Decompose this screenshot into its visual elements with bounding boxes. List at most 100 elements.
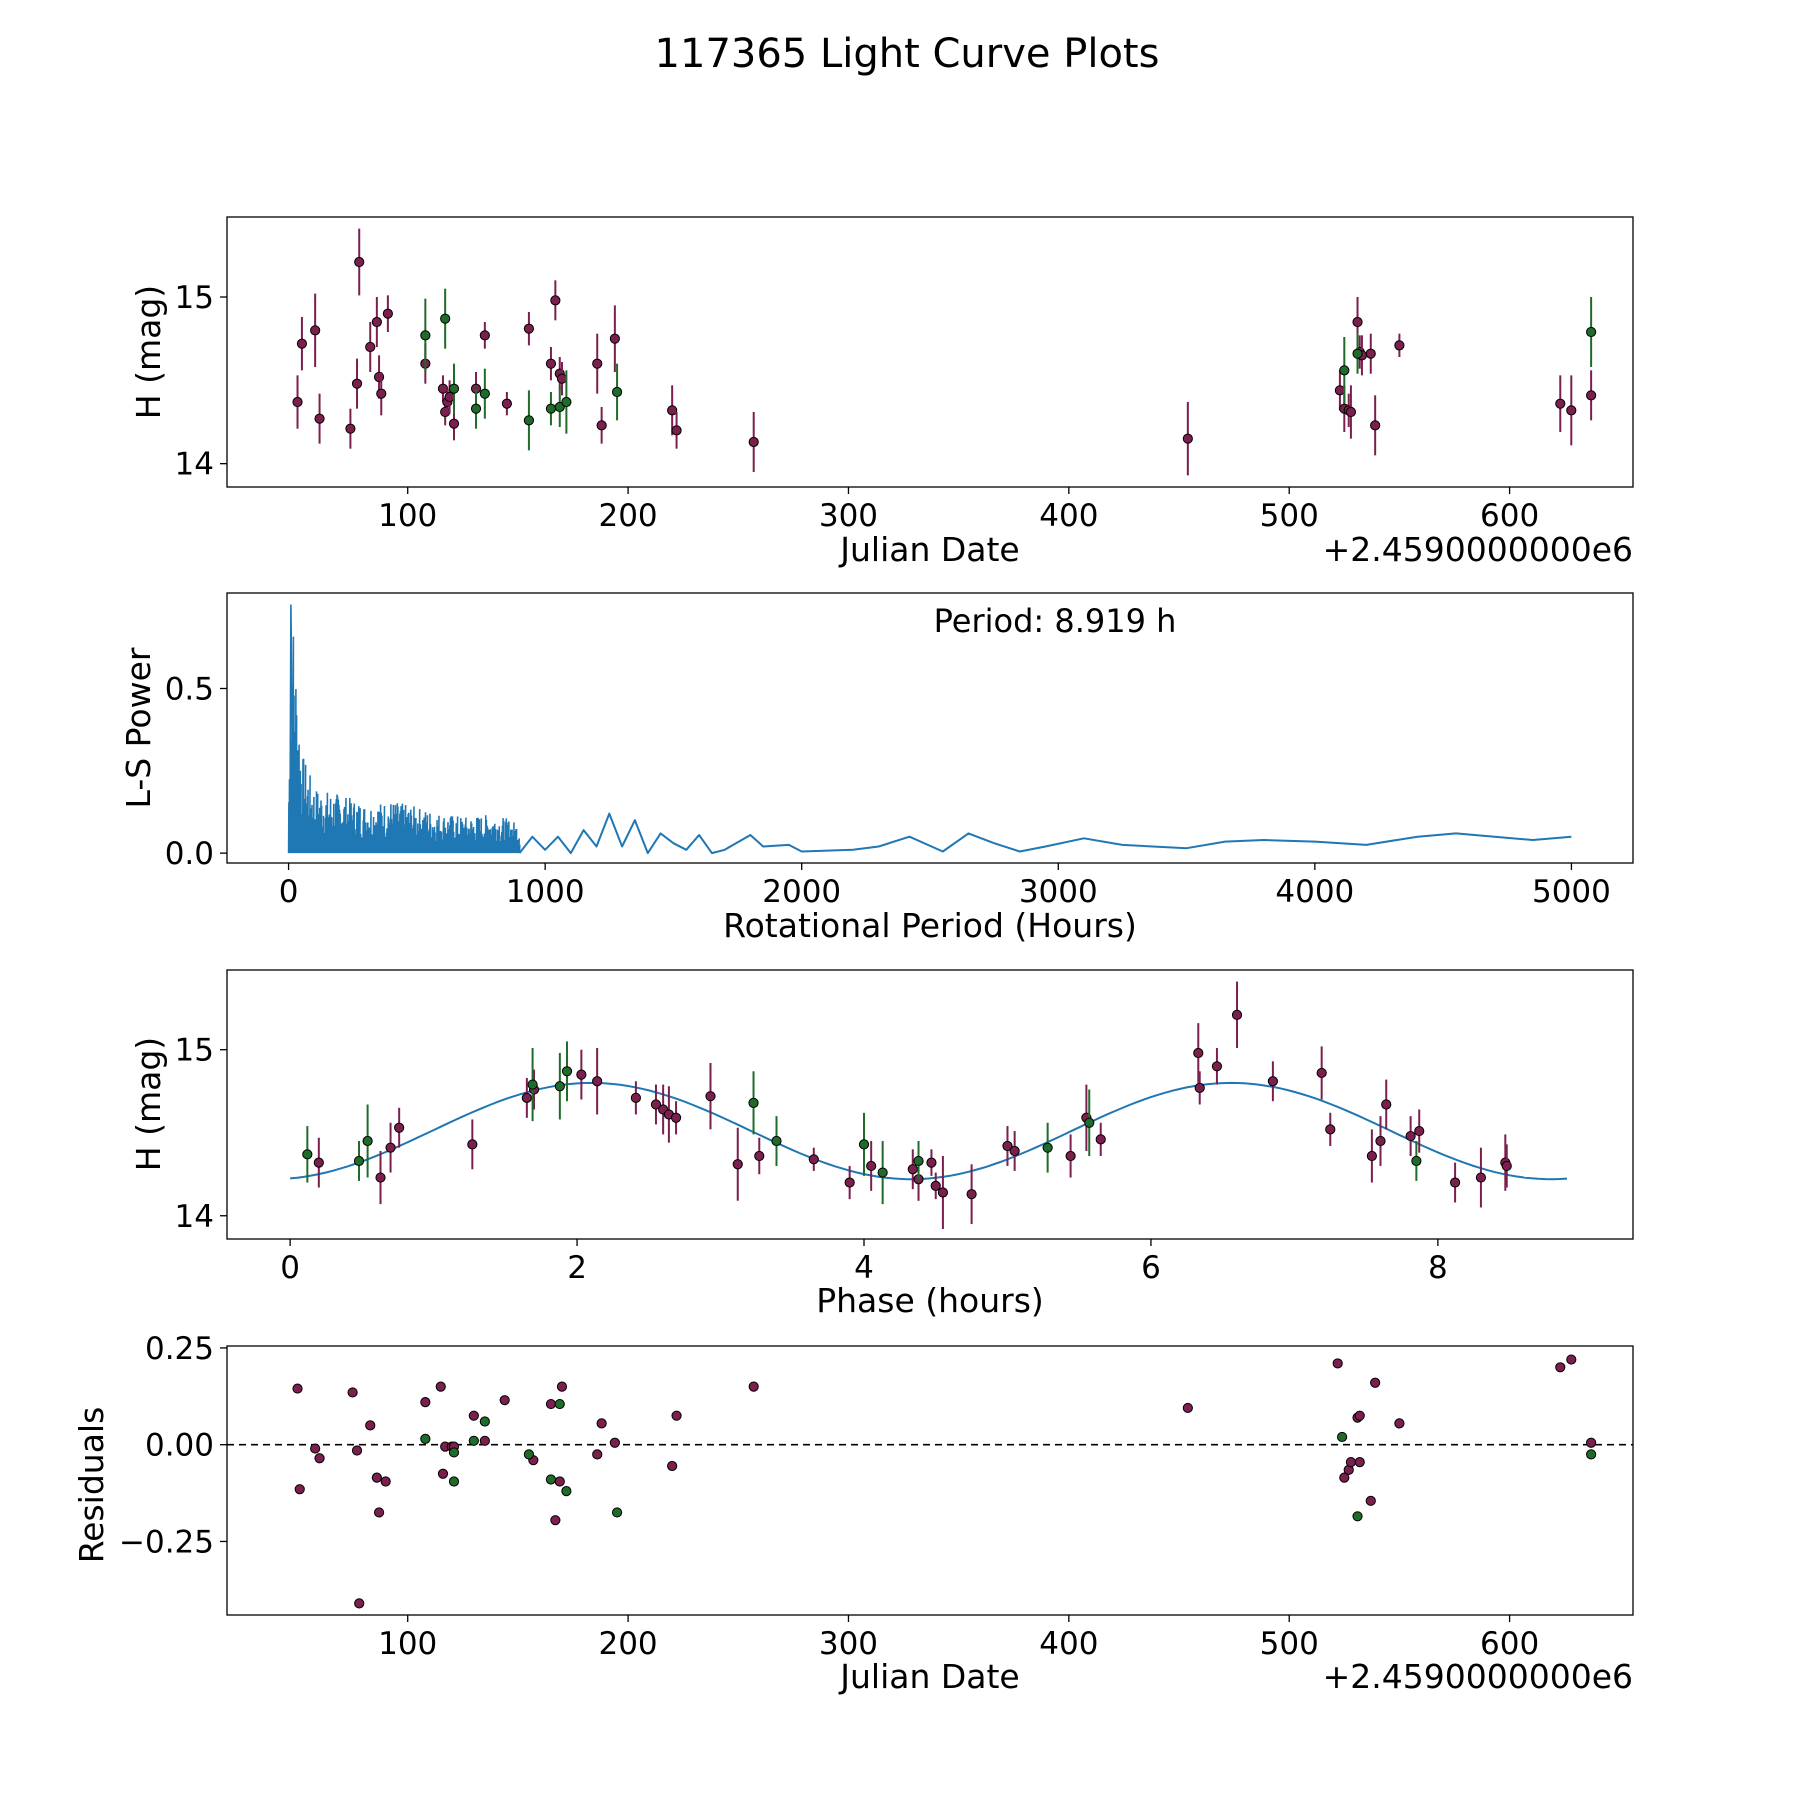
phased-curve-xtick-label: 0: [280, 1250, 300, 1286]
light-curve-r-band-point: [376, 388, 387, 399]
periodogram-xtick-label: 5000: [1532, 874, 1611, 910]
phased-curve-x-label: Phase (hours): [816, 1281, 1044, 1320]
residuals-g-band-point: [611, 1507, 623, 1518]
phased-curve-r-band-point: [467, 1139, 478, 1150]
periodogram-ytick-label: 0.0: [165, 836, 214, 872]
light-curve-x-label: Julian Date: [838, 530, 1020, 569]
light-curve-r-band-point: [671, 425, 682, 436]
residuals-x-ticks: 100 200 300 400 500 600: [378, 1615, 1539, 1662]
phased-curve-r-band-point: [592, 1076, 603, 1087]
phased-curve-r-band-point: [1449, 1177, 1461, 1188]
light-curve-r-band-point: [596, 420, 607, 431]
light-curve-g-band-point: [611, 386, 623, 398]
phased-curve-r-band-point: [375, 1172, 386, 1183]
light-curve-r-band-point: [1394, 340, 1405, 351]
residuals-r-band-point: [596, 1418, 607, 1429]
residuals-xtick-label: 400: [1039, 1626, 1098, 1662]
light-curve-r-band-point: [448, 418, 460, 429]
residuals-marks: [227, 1354, 1633, 1609]
periodogram-noise-line: [287, 604, 521, 854]
phased-curve-r-band-point: [1501, 1160, 1512, 1172]
phased-curve-g-band-point: [362, 1135, 373, 1147]
residuals-r-band-point: [1370, 1377, 1381, 1388]
light-curve-g-band-point: [470, 403, 482, 414]
phased-curve-ytick-label: 14: [175, 1199, 214, 1235]
phased-curve-r-band-point: [1475, 1172, 1487, 1183]
residuals-g-band-point: [561, 1486, 572, 1497]
periodogram-marks: [287, 604, 1572, 855]
residuals-r-band-point: [667, 1460, 678, 1472]
phased-curve-g-band-point: [1042, 1142, 1053, 1153]
phased-curve-r-band-point: [1381, 1099, 1392, 1110]
phased-curve-axes-frame: [226, 969, 1634, 1240]
light-curve-r-band-point: [748, 436, 759, 448]
phased-curve-r-band-point: [1231, 1009, 1243, 1020]
light-curve-r-band-point: [444, 391, 455, 403]
residuals-r-band-point: [310, 1443, 321, 1454]
phased-curve-xtick-label: 4: [854, 1250, 874, 1286]
residuals-r-band-point: [468, 1410, 479, 1421]
light-curve-g-band-point: [523, 415, 535, 426]
residuals-ytick-label: 0.00: [145, 1428, 214, 1464]
periodogram-xtick-label: 1000: [506, 874, 585, 910]
phased-curve-g-band-point: [302, 1149, 313, 1160]
light-curve-r-band-point: [382, 308, 393, 319]
light-curve-xtick-label: 200: [598, 498, 657, 534]
light-curve-xtick-label: 400: [1039, 498, 1098, 534]
residuals-y-label: Residuals: [72, 1407, 111, 1564]
residuals-r-band-point: [545, 1398, 557, 1410]
residuals-r-band-point: [354, 1598, 365, 1609]
light-curve-g-band-point: [1339, 365, 1350, 376]
light-curve-axes-frame: [226, 216, 1634, 488]
light-curve-g-band-point: [448, 383, 460, 394]
light-curve-r-band-point: [609, 333, 620, 344]
residuals-r-band-point: [609, 1437, 620, 1448]
residuals-r-band-point: [292, 1383, 303, 1394]
phased-curve-r-band-point: [1267, 1076, 1278, 1087]
phased-curve-ytick-label: 15: [175, 1033, 214, 1069]
light-curve-g-band-point: [420, 330, 431, 341]
periodogram-line: [518, 812, 1572, 855]
residuals-r-band-point: [1394, 1418, 1405, 1429]
phased-curve-r-band-point: [937, 1187, 949, 1198]
phased-curve-r-band-point: [1009, 1145, 1020, 1157]
residuals-r-band-point: [435, 1381, 446, 1392]
residuals-g-band-point: [468, 1435, 479, 1446]
light-curve-x-offset: +2.4590000000e6: [1323, 530, 1633, 569]
phased-curve-g-band-point: [527, 1079, 538, 1090]
light-curve-r-band-point: [437, 383, 449, 394]
phased-curve-xtick-label: 6: [1141, 1250, 1161, 1286]
phased-curve-xtick-label: 8: [1428, 1250, 1448, 1286]
phased-curve-r-band-point: [1095, 1134, 1106, 1145]
residuals-r-band-point: [1182, 1402, 1193, 1414]
phased-curve-r-band-point: [732, 1159, 743, 1170]
periodogram-ytick-label: 0.5: [165, 671, 214, 707]
light-curve-ytick-label: 14: [175, 447, 214, 483]
residuals-r-band-point: [380, 1476, 391, 1487]
phased-curve-r-band-point: [1193, 1047, 1204, 1059]
phased-curve-panel: 0 2 4 6 8 14 15 Phase (hours) H (mag): [129, 969, 1634, 1320]
light-curve-r-band-point: [556, 373, 568, 384]
residuals-r-band-point: [420, 1397, 431, 1408]
phased-curve-r-band-point: [705, 1091, 716, 1102]
phased-curve-g-band-point: [771, 1135, 782, 1147]
phased-curve-r-band-point: [650, 1099, 662, 1110]
light-curve-y-ticks: 14 15: [175, 280, 227, 483]
periodogram-xtick-label: 4000: [1275, 874, 1354, 910]
residuals-xtick-label: 200: [598, 1626, 657, 1662]
residuals-r-band-point: [748, 1381, 759, 1392]
residuals-r-band-point: [556, 1381, 568, 1392]
residuals-xtick-label: 300: [819, 1626, 878, 1662]
light-curve-r-band-point: [667, 405, 678, 416]
residuals-axes-frame: [226, 1345, 1634, 1616]
phased-curve-r-band-point: [966, 1189, 977, 1200]
residuals-r-band-point: [1332, 1358, 1343, 1369]
sinusoid-fit-line: [290, 1081, 1568, 1181]
residuals-r-band-point: [294, 1484, 305, 1495]
light-curve-r-band-point: [345, 423, 356, 434]
light-curve-r-band-point: [365, 341, 376, 353]
residuals-r-band-point: [347, 1387, 358, 1398]
light-curve-x-ticks: 100 200 300 400 500 600: [378, 487, 1539, 534]
phased-curve-g-band-point: [353, 1155, 365, 1167]
